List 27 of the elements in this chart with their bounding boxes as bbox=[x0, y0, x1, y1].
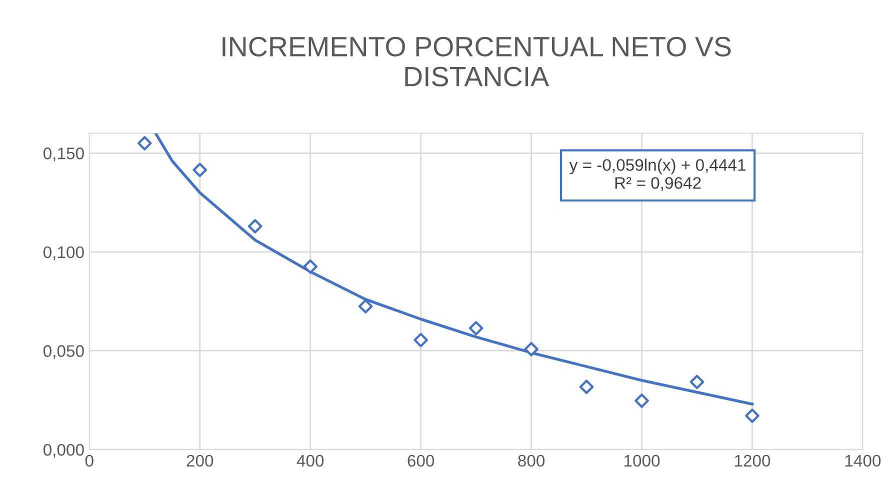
line-series bbox=[154, 133, 754, 406]
x-tick-label: 1400 bbox=[845, 454, 881, 467]
point bbox=[248, 219, 262, 234]
y-tick-label: 0,050 bbox=[43, 345, 84, 359]
x-tick-label: 400 bbox=[296, 454, 324, 467]
point bbox=[745, 408, 760, 423]
point bbox=[524, 342, 538, 356]
x-tick-label: 200 bbox=[186, 454, 214, 467]
x-tick-label: 600 bbox=[408, 454, 434, 467]
point bbox=[137, 136, 152, 150]
point bbox=[358, 299, 373, 314]
point bbox=[690, 374, 704, 390]
x-tick-label: 800 bbox=[518, 454, 545, 467]
x-tick-label: 1000 bbox=[624, 454, 660, 467]
x-tick-label: 1200 bbox=[734, 454, 770, 467]
point bbox=[579, 380, 594, 394]
point bbox=[303, 259, 318, 274]
y-tick-label: 0,100 bbox=[43, 246, 84, 260]
y-tick-label: 0,000 bbox=[43, 444, 84, 458]
point bbox=[192, 162, 208, 178]
x-tick-label: 0 bbox=[85, 454, 94, 467]
point bbox=[468, 321, 484, 336]
y-tick-label: 0,150 bbox=[43, 148, 84, 162]
annotation: y = -0,059ln(x) + 0,4441 R² = 0,9642 bbox=[569, 158, 746, 191]
point bbox=[414, 332, 428, 348]
point bbox=[634, 394, 649, 408]
chart-title: INCREMENTO PORCENTUAL NETO VS DISTANCIA bbox=[222, 36, 731, 86]
